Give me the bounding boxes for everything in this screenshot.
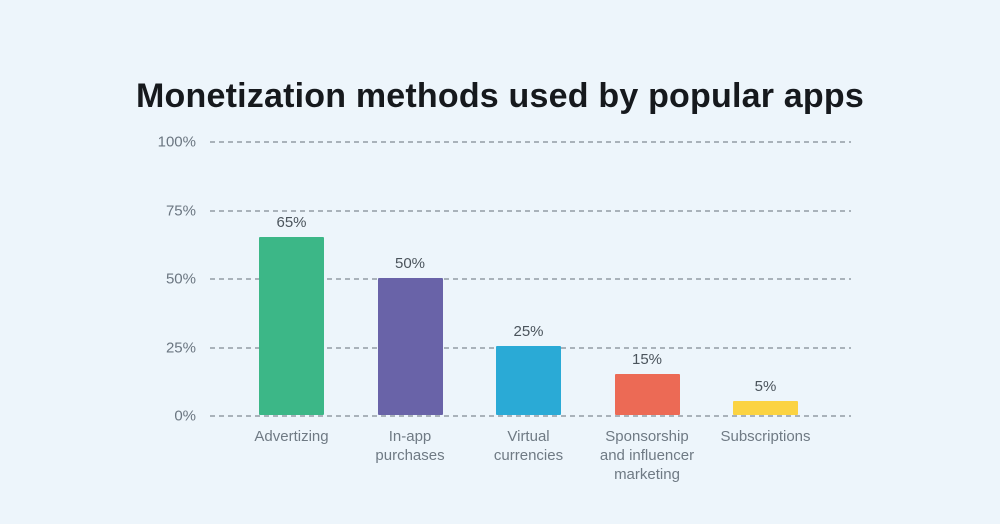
plot-area: 65% 50% 25% 15% 5% — [210, 141, 851, 417]
x-category-label: Advertizing — [254, 428, 329, 445]
gridline-50 — [210, 278, 851, 280]
y-axis: 0% 25% 50% 75% 100% — [0, 134, 196, 425]
y-tick-label-50: 50% — [165, 270, 196, 288]
bar-value-label: 25% — [513, 323, 544, 340]
x-axis: Advertizing In-app purchases Virtual curre… — [210, 427, 851, 507]
bar-value-label: 5% — [754, 378, 777, 395]
bar-value-label: 65% — [276, 214, 307, 231]
bar-virtual-currencies — [496, 346, 561, 415]
bar-subscriptions — [733, 401, 798, 415]
x-category-label: Sponsorship and influencer marketing — [599, 428, 695, 483]
bar-value-label: 15% — [631, 351, 663, 368]
y-tick-label-0: 0% — [174, 407, 196, 425]
bar-advertizing — [259, 237, 324, 415]
gridline-75 — [210, 209, 851, 212]
y-tick-label-100: 100% — [157, 133, 196, 151]
x-category-label: In-app purchases — [375, 428, 445, 464]
gridline-0 — [210, 415, 851, 417]
chart-title: Monetization methods used by popular app… — [136, 76, 864, 115]
bar-in-app-purchases — [377, 278, 443, 415]
bar-sponsorship-and-influencer-marketing — [614, 374, 680, 415]
x-category-label: Subscriptions — [720, 428, 811, 445]
gridline-100 — [210, 141, 851, 143]
bar-value-label: 50% — [394, 255, 426, 272]
y-tick-label-75: 75% — [165, 202, 196, 219]
x-category-label: Virtual currencies — [493, 428, 564, 464]
y-tick-label-25: 25% — [165, 339, 196, 356]
